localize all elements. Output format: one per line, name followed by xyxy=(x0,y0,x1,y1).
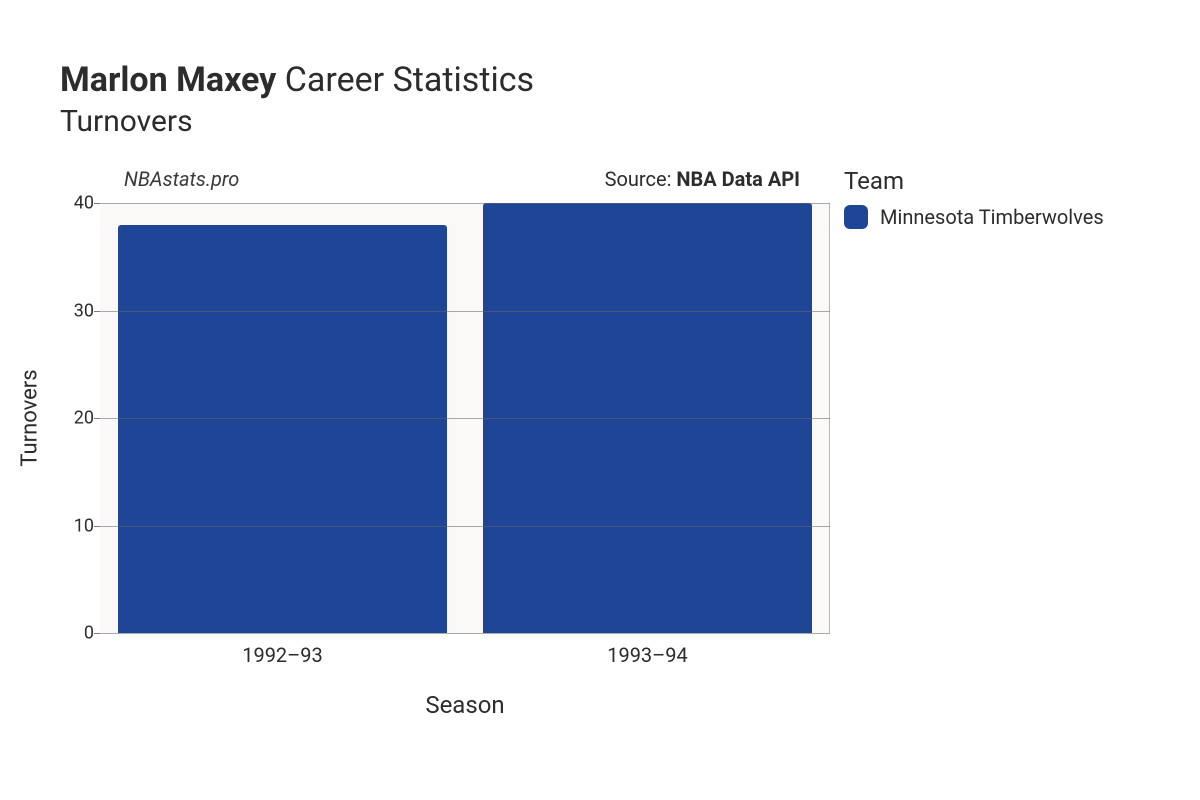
watermark-text: NBAstats.pro xyxy=(124,167,239,191)
legend-items: Minnesota Timberwolves xyxy=(844,205,1104,229)
x-tick-label: 1992–93 xyxy=(242,643,323,667)
legend: Team Minnesota Timberwolves xyxy=(844,167,1104,229)
bar xyxy=(118,225,447,634)
chart-row: NBAstats.pro Source: NBA Data API Turnov… xyxy=(60,167,1160,719)
y-tick-label: 30 xyxy=(74,300,94,321)
legend-swatch xyxy=(844,205,868,229)
source-text: Source: NBA Data API xyxy=(605,167,800,191)
chart-area: NBAstats.pro Source: NBA Data API Turnov… xyxy=(60,167,830,719)
x-tick-label: 1993–94 xyxy=(607,643,688,667)
gridline xyxy=(100,418,830,419)
meta-row: NBAstats.pro Source: NBA Data API xyxy=(100,167,830,195)
x-axis-label: Season xyxy=(100,691,830,719)
legend-item: Minnesota Timberwolves xyxy=(844,205,1104,229)
x-axis-ticks: 1992–93 1993–94 xyxy=(100,633,830,673)
player-name: Marlon Maxey xyxy=(60,60,276,100)
gridline xyxy=(100,526,830,527)
source-name: NBA Data API xyxy=(676,167,800,191)
y-tick-label: 0 xyxy=(84,623,94,644)
chart-title: Marlon Maxey Career Statistics xyxy=(60,60,1160,100)
y-tick-label: 20 xyxy=(74,408,94,429)
plot-wrap: Turnovers 010203040 xyxy=(60,203,830,633)
y-axis-ticks: Turnovers 010203040 xyxy=(60,203,100,633)
y-tick-label: 10 xyxy=(74,515,94,536)
chart-container: Marlon Maxey Career Statistics Turnovers… xyxy=(0,0,1200,759)
gridline xyxy=(100,311,830,312)
legend-label: Minnesota Timberwolves xyxy=(880,205,1104,229)
source-prefix: Source: xyxy=(605,167,677,191)
y-axis-label: Turnovers xyxy=(18,369,43,466)
y-tick-label: 40 xyxy=(74,193,94,214)
title-suffix: Career Statistics xyxy=(285,60,534,100)
chart-subtitle: Turnovers xyxy=(60,104,1160,139)
legend-title: Team xyxy=(844,167,1104,195)
gridline xyxy=(100,203,830,204)
plot-area xyxy=(100,203,830,633)
